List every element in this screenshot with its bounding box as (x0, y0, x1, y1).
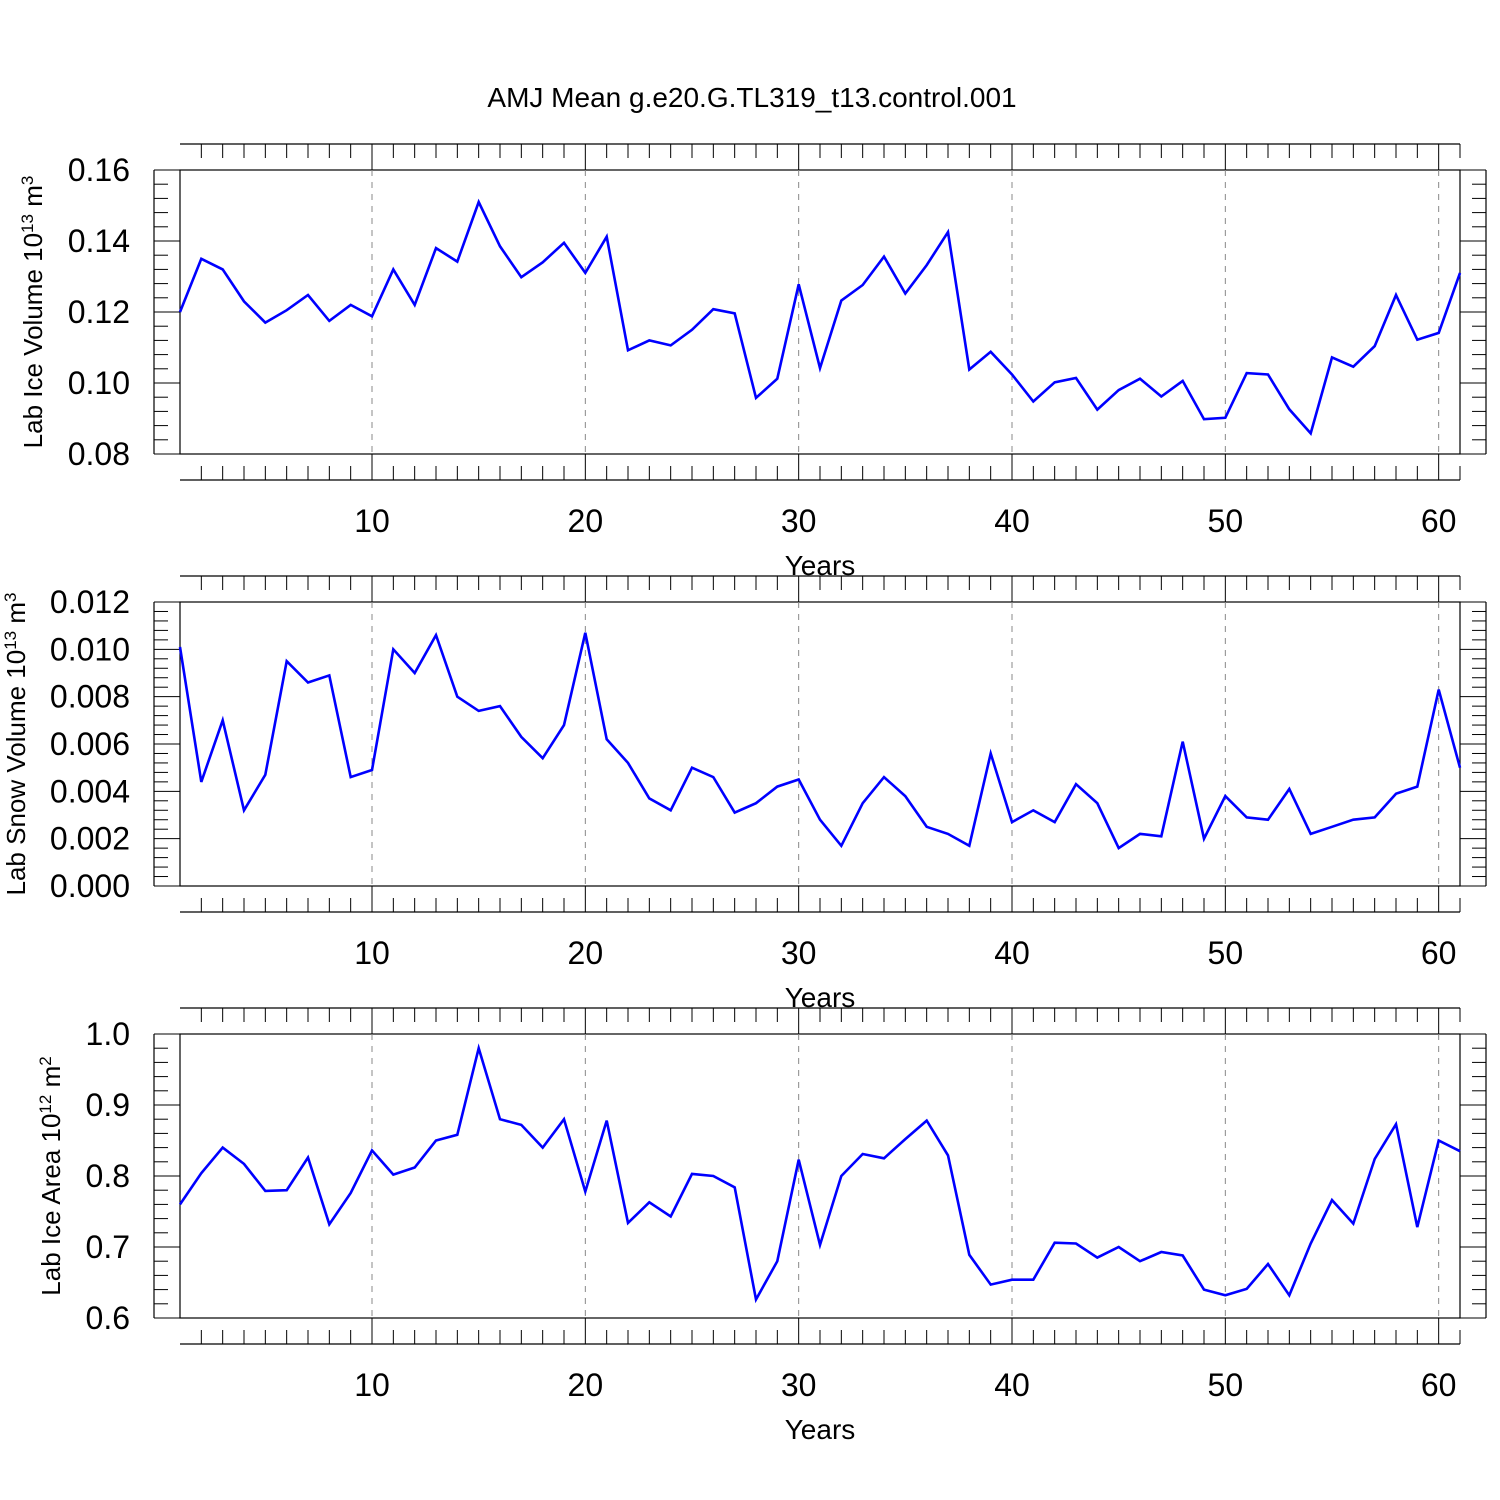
y-tick-label: 0.14 (68, 223, 130, 259)
y-tick-label: 0.08 (68, 436, 130, 472)
x-tick-label: 50 (1208, 935, 1244, 971)
y-tick-label: 0.9 (86, 1087, 130, 1123)
y-axis-label: Lab Ice Area 1012 m2 (36, 1056, 66, 1295)
x-tick-label: 50 (1208, 503, 1244, 539)
x-tick-label: 60 (1421, 1367, 1457, 1403)
y-tick-label: 0.8 (86, 1158, 130, 1194)
y-axis-label: Lab Snow Volume 1013 m3 (1, 592, 31, 895)
y-tick-label: 0.10 (68, 365, 130, 401)
y-axis-label: Lab Ice Volume 1013 m3 (18, 176, 48, 449)
series-line-1 (178, 198, 1462, 437)
y-tick-label: 0.006 (50, 726, 130, 762)
panels-group: 10 20 30 40 50 60 0.08 0.10 0.12 0.14 0.16 Years Lab… (1, 143, 1487, 1445)
y-tick-label: 0.6 (86, 1300, 130, 1336)
x-tick-label: 30 (781, 1367, 817, 1403)
y-tick-label: 1.0 (86, 1016, 130, 1052)
x-tick-label: 20 (568, 1367, 604, 1403)
x-tick-label: 20 (568, 935, 604, 971)
x-tick-label: 30 (781, 503, 817, 539)
y-tick-label: 0.7 (86, 1229, 130, 1265)
x-tick-label: 40 (994, 935, 1030, 971)
x-tick-label: 20 (568, 503, 604, 539)
y-tick-label: 0.004 (50, 773, 130, 809)
y-tick-label: 0.12 (68, 294, 130, 330)
x-tick-label: 50 (1208, 1367, 1244, 1403)
x-tick-label: 60 (1421, 935, 1457, 971)
panel-3: 10 20 30 40 50 60 0.6 0.7 0.8 0.9 1.0 Years Lab Ice … (36, 1007, 1487, 1445)
x-tick-label: 40 (994, 1367, 1030, 1403)
x-tick-label: 30 (781, 935, 817, 971)
y-tick-label: 0.012 (50, 584, 130, 620)
series-line-1 (178, 631, 1462, 851)
x-tick-label: 60 (1421, 503, 1457, 539)
y-tick-label: 0.16 (68, 152, 130, 188)
panel-1: 10 20 30 40 50 600.080.100.120.140.16YearsLab… (18, 143, 1487, 581)
y-tick-label: 0.010 (50, 631, 130, 667)
x-tick-label: 10 (354, 503, 390, 539)
series-line-1 (178, 1043, 1461, 1304)
x-tick-label: 10 (354, 935, 390, 971)
y-tick-label: 0.000 (50, 868, 130, 904)
y-tick-label: 0.008 (50, 679, 130, 715)
panel-2: 10 20 30 40 50 60 0.000 0.002 0.004 0.006 0.008 0.0… (1, 575, 1487, 1013)
x-tick-label: 10 (354, 1367, 390, 1403)
x-axis-label: Years (785, 1414, 856, 1445)
chart-title: AMJ Mean g.e20.G.TL319_t13.control.001 (487, 82, 1016, 113)
x-tick-label: 40 (994, 503, 1030, 539)
y-tick-label: 0.002 (50, 821, 130, 857)
